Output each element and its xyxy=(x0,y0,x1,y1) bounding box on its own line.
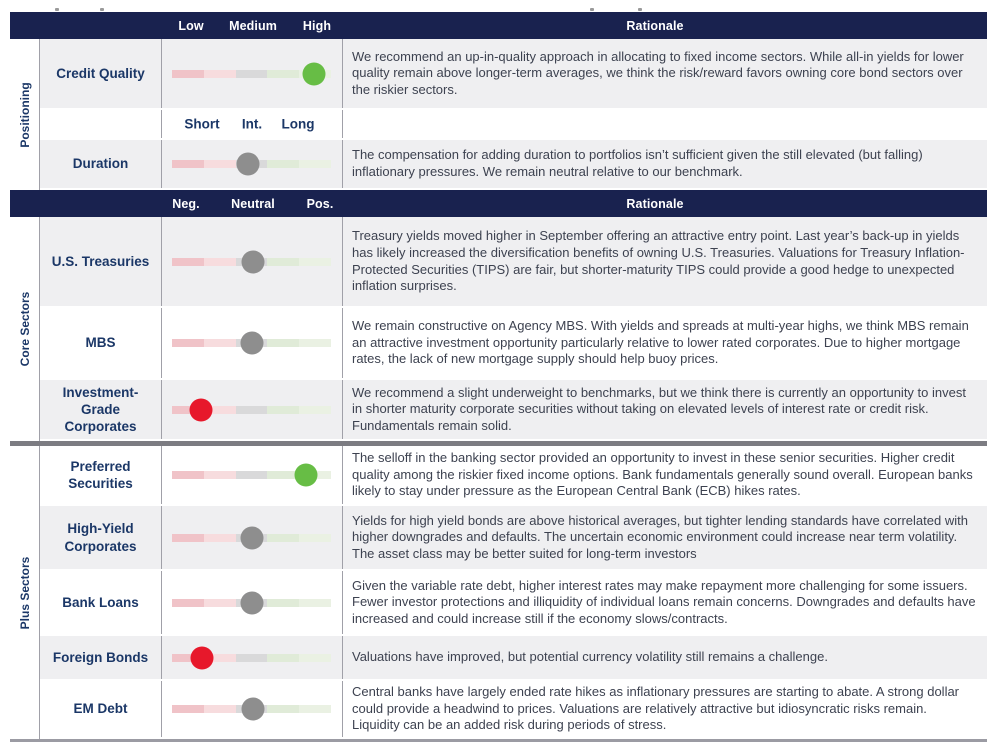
row-label: U.S. Treasuries xyxy=(40,217,162,306)
row-label: Duration xyxy=(40,140,162,188)
row-us-treasuries: U.S. Treasuries Treasury yields moved hi… xyxy=(40,217,987,308)
empty-label-cell xyxy=(40,110,162,138)
slider-dot xyxy=(190,646,214,669)
slider-dot xyxy=(241,697,265,721)
row-bank-loans: Bank Loans Given the variable rate debt,… xyxy=(40,571,987,636)
row-label: Bank Loans xyxy=(40,571,162,634)
section-side-cell: Positioning xyxy=(10,39,40,190)
bank-loans-slider xyxy=(162,571,343,634)
row-preferred-securities: Preferred Securities The selloff in the … xyxy=(40,446,987,506)
em-debt-slider xyxy=(162,681,343,737)
slider-dot xyxy=(236,152,260,176)
slider-dot xyxy=(240,331,263,355)
rationale-cell: Given the variable rate debt, higher int… xyxy=(343,571,987,634)
rationale-header: Rationale xyxy=(626,196,684,211)
rationale-cell: Central banks have largely ended rate hi… xyxy=(343,681,987,737)
row-high-yield-corporates: High-Yield Corporates Yields for high yi… xyxy=(40,506,987,571)
credit-quality-slider xyxy=(162,39,343,108)
row-investment-grade-corporates: Investment-Grade Corporates We recommend… xyxy=(40,380,987,441)
row-label: Credit Quality xyxy=(40,39,162,108)
scale-label-low: Low xyxy=(178,18,204,33)
rationale-header: Rationale xyxy=(626,18,684,33)
scale-label-long: Long xyxy=(281,116,315,132)
slider-track xyxy=(172,646,331,669)
scale-label-medium: Medium xyxy=(229,18,277,33)
section-side-cell: Plus Sectors xyxy=(10,446,40,739)
slider-dot xyxy=(189,398,213,421)
duration-slider xyxy=(162,140,343,188)
row-label: High-Yield Corporates xyxy=(40,506,162,569)
section-label-plus-sectors: Plus Sectors xyxy=(17,556,32,629)
section-label-positioning: Positioning xyxy=(17,81,32,148)
scale-label-pos: Pos. xyxy=(306,196,334,211)
slider-track xyxy=(172,526,331,549)
rationale-cell: We recommend a slight underweight to ben… xyxy=(343,380,987,439)
slider-dot xyxy=(240,591,263,614)
section-core-sectors: Core Sectors U.S. Treasuries Treasury yi… xyxy=(10,217,987,441)
slider-track xyxy=(172,463,331,487)
row-em-debt: EM Debt Central banks have largely ended… xyxy=(40,681,987,739)
row-mbs: MBS We remain constructive on Agency MBS… xyxy=(40,308,987,380)
table-bottom-rule xyxy=(10,739,987,742)
slider-track xyxy=(172,250,331,273)
scale-label-int: Int. xyxy=(241,116,263,132)
clipped-title-fragments xyxy=(10,0,987,12)
preferred-securities-slider xyxy=(162,446,343,504)
rationale-cell: We recommend an up-in-quality approach i… xyxy=(343,39,987,108)
section-label-core-sectors: Core Sectors xyxy=(17,291,32,367)
section-positioning: Positioning Credit Quality We recommend … xyxy=(10,39,987,190)
slider-dot xyxy=(240,526,263,549)
mbs-slider xyxy=(162,308,343,378)
row-label: EM Debt xyxy=(40,681,162,737)
scale-label-neg: Neg. xyxy=(172,196,200,211)
row-label: MBS xyxy=(40,308,162,378)
slider-dot xyxy=(294,463,318,487)
slider-dot xyxy=(241,250,265,273)
us-treasuries-slider xyxy=(162,217,343,306)
rationale-cell: The selloff in the banking sector provid… xyxy=(343,446,987,504)
positioning-header-bar: Low Medium High Rationale xyxy=(10,12,987,39)
scale-label-short: Short xyxy=(184,116,220,132)
section-plus-sectors: Plus Sectors Preferred Securities The se… xyxy=(10,446,987,739)
scale-label-high: High xyxy=(302,18,332,33)
slider-dot xyxy=(302,62,325,85)
positioning-table: Low Medium High Rationale Positioning Cr… xyxy=(10,0,987,742)
slider-track xyxy=(172,331,331,355)
foreign-bonds-slider xyxy=(162,636,343,679)
slider-track xyxy=(172,152,331,176)
rationale-cell: The compensation for adding duration to … xyxy=(343,140,987,188)
section-side-cell: Core Sectors xyxy=(10,217,40,441)
row-label: Foreign Bonds xyxy=(40,636,162,679)
core-sectors-header-bar: Neg. Neutral Pos. Rationale xyxy=(10,190,987,217)
scale-label-neutral: Neutral xyxy=(231,196,275,211)
row-foreign-bonds: Foreign Bonds Valuations have improved, … xyxy=(40,636,987,681)
slider-track xyxy=(172,591,331,614)
row-label: Investment-Grade Corporates xyxy=(40,380,162,439)
ig-corporates-slider xyxy=(162,380,343,439)
row-label: Preferred Securities xyxy=(40,446,162,504)
core-plus-divider xyxy=(10,441,987,446)
row-duration: Duration The compensation for adding dur… xyxy=(40,140,987,190)
slider-track xyxy=(172,62,331,85)
rationale-cell: Valuations have improved, but potential … xyxy=(343,636,987,679)
empty-rationale-cell xyxy=(343,110,987,138)
rationale-cell: Treasury yields moved higher in Septembe… xyxy=(343,217,987,306)
high-yield-corporates-slider xyxy=(162,506,343,569)
row-credit-quality: Credit Quality We recommend an up-in-qua… xyxy=(40,39,987,110)
slider-track xyxy=(172,398,331,421)
rationale-cell: We remain constructive on Agency MBS. Wi… xyxy=(343,308,987,378)
duration-scale-header: Short Int. Long xyxy=(162,110,343,138)
row-duration-scale: Short Int. Long xyxy=(40,110,987,140)
rationale-cell: Yields for high yield bonds are above hi… xyxy=(343,506,987,569)
slider-track xyxy=(172,697,331,721)
